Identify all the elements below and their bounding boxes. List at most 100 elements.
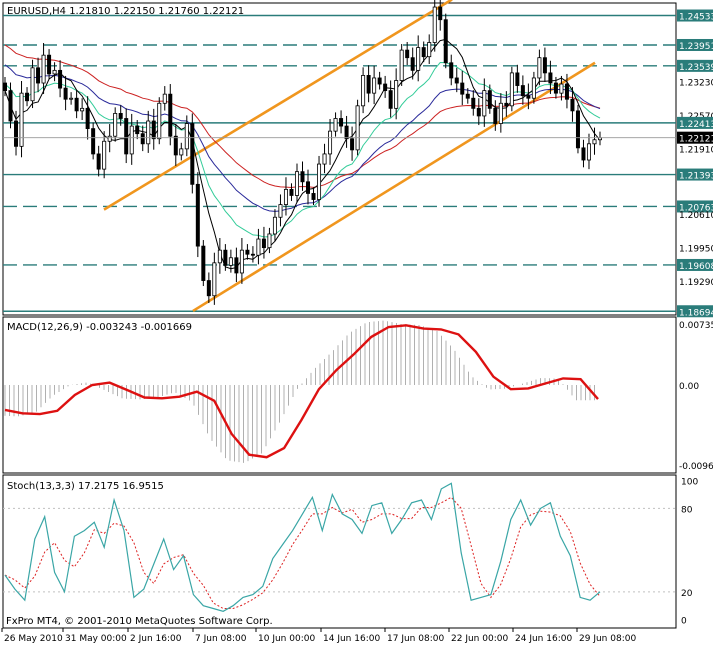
candle-body [515,72,520,86]
candle-body [30,67,35,102]
candle-body [58,69,63,89]
candle-body [228,257,233,266]
candle-body [471,97,476,109]
level-price-label: 1.24533 [679,13,713,23]
candle-body [69,97,74,100]
candle-body [322,153,327,165]
candle-body [36,67,41,84]
candle-body [559,83,564,94]
candle-body [129,125,134,155]
candle-body [454,77,459,84]
candle-body [135,125,140,135]
candle-body [272,216,277,235]
candle-body [328,130,333,155]
candle-body [74,97,79,112]
candle-body [410,57,415,71]
level-price-box [677,258,713,271]
time-tick-label: 7 Jun 08:00 [195,634,247,644]
stoch-panel[interactable] [3,482,676,612]
candle-body [102,140,107,170]
candle-body [261,238,266,249]
candle-body [427,42,432,58]
candle-body [498,102,503,124]
stoch-tick-label: 0 [681,617,687,627]
candle-body [47,54,52,75]
macd-signal-line [4,324,599,459]
candle-body [212,262,217,297]
macd-tick-label: 0.00 [679,382,699,392]
time-tick-label: 31 May 00:00 [65,634,127,644]
candle-body [355,105,360,151]
candle-body [19,92,24,147]
candle-body [52,69,57,75]
candle-body [575,110,580,149]
candle-body [399,49,404,81]
candle-body [124,118,129,155]
candle-body [25,92,30,102]
current-price-box [677,131,713,144]
candle-body [487,90,492,109]
candle-body [63,87,68,100]
level-price-box [677,9,713,22]
candle-body [548,72,553,84]
candle-body [388,90,393,109]
candle-body [438,6,443,21]
candle-body [283,188,288,205]
candle-body [311,193,316,200]
price-tick-label: 1.19950 [679,245,713,255]
candle-body [586,143,591,161]
level-price-box [677,305,713,318]
price-tick-label: 1.23230 [679,79,713,89]
copyright-label: FxPro MT4, © 2001-2010 MetaQuotes Softwa… [6,616,273,627]
candle-body [195,183,200,247]
candle-body [449,62,454,79]
time-tick-label: 24 Jun 16:00 [515,634,572,644]
candle-body [267,233,272,249]
candle-body [179,148,184,156]
candle-body [333,118,338,132]
candle-body [151,120,156,140]
level-price-label: 1.19608 [679,262,713,272]
candle-body [509,72,514,107]
time-tick-label: 14 Jun 16:00 [323,634,380,644]
symbol-header: EURUSD,H4 1.21810 1.22150 1.21760 1.2212… [7,6,244,17]
candle-body [432,6,437,43]
price-panel[interactable] [3,0,676,313]
level-price-box [677,59,713,72]
candle-body [581,147,586,161]
candle-body [8,90,13,122]
price-tick-label: 1.21910 [679,145,713,155]
macd-panel[interactable] [4,320,599,463]
candle-body [564,83,569,100]
candle-body [245,249,250,255]
macd-tick-label: -0.00962 [679,462,713,472]
candle-body [570,98,575,112]
candle-body [537,57,542,79]
level-price-label: 1.23539 [679,63,713,73]
macd-tick-label: 0.00735 [679,321,713,331]
candle-body [234,257,239,274]
candle-body [504,102,509,107]
candle-body [531,77,536,99]
candle-body [206,280,211,297]
candle-body [173,135,178,156]
time-tick-label: 22 Jun 00:00 [451,634,508,644]
level-price-label: 1.22413 [679,120,713,130]
candle-body [184,123,189,150]
candle-body [443,19,448,64]
candle-body [383,83,388,92]
macd-panel-frame [2,316,677,474]
candle-body [113,113,118,137]
candle-body [344,125,349,140]
time-tick-label: 26 May 2010 [4,634,63,644]
stoch-signal-line [4,496,601,609]
candle-body [278,204,283,218]
candle-body [157,102,162,140]
price-tick-label: 1.19290 [679,278,713,288]
macd-header: MACD(12,26,9) -0.003243 -0.001669 [7,322,192,333]
current-price-label: 1.22121 [679,135,713,145]
candle-body [118,113,123,119]
candle-body [162,93,167,104]
